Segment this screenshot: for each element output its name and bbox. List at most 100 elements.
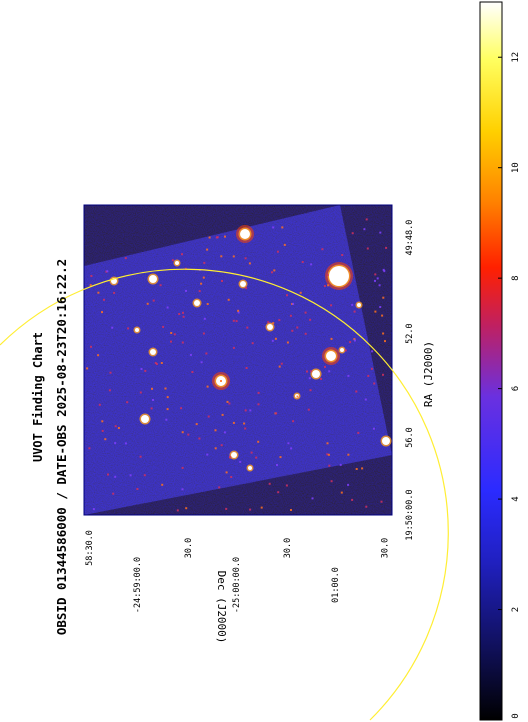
noise-pixel xyxy=(351,498,354,501)
noise-pixel xyxy=(97,291,100,294)
noise-pixel xyxy=(205,352,208,355)
noise-pixel xyxy=(206,248,209,251)
noise-pixel xyxy=(299,291,302,294)
noise-pixel xyxy=(260,506,263,509)
noise-pixel xyxy=(310,370,313,373)
noise-pixel xyxy=(275,412,278,415)
noise-pixel xyxy=(181,253,183,256)
noise-pixel xyxy=(347,453,350,456)
noise-pixel xyxy=(101,429,104,432)
noise-pixel xyxy=(182,311,184,314)
noise-pixel xyxy=(326,274,329,276)
noise-pixel xyxy=(378,284,381,287)
noise-pixel xyxy=(370,367,373,370)
region-circle xyxy=(0,268,449,721)
star xyxy=(267,324,273,330)
noise-pixel xyxy=(257,440,260,443)
colorbar-tick-label: 10 xyxy=(511,162,521,173)
noise-pixel xyxy=(178,313,181,315)
noise-pixel xyxy=(108,389,111,392)
noise-pixel xyxy=(326,442,329,445)
noise-pixel xyxy=(374,310,377,313)
dec-tick-label: -24:59:00.0 xyxy=(133,557,143,613)
star xyxy=(326,351,336,361)
noise-pixel xyxy=(103,298,105,301)
noise-pixel xyxy=(106,270,109,273)
noise-pixel xyxy=(373,382,376,385)
noise-pixel xyxy=(198,290,201,293)
noise-pixel xyxy=(326,453,329,456)
noise-pixel xyxy=(107,473,109,476)
noise-pixel xyxy=(277,491,280,494)
noise-pixel xyxy=(374,279,376,282)
noise-pixel xyxy=(166,396,169,399)
noise-pixel xyxy=(114,425,117,428)
star xyxy=(340,348,344,352)
noise-pixel xyxy=(220,380,222,382)
noise-pixel xyxy=(225,471,228,474)
noise-pixel xyxy=(330,337,333,340)
y-axis-label: Dec (J2000) xyxy=(215,571,228,644)
star xyxy=(135,328,139,332)
noise-pixel xyxy=(206,385,209,388)
noise-pixel xyxy=(349,341,352,344)
noise-pixel xyxy=(166,408,169,411)
noise-pixel xyxy=(310,263,313,266)
noise-pixel xyxy=(232,319,235,322)
noise-pixel xyxy=(162,325,165,328)
colorbar-ticks: 0 2 4 6 8 10 12 xyxy=(498,52,521,721)
star xyxy=(357,303,361,307)
noise-pixel xyxy=(198,437,201,440)
star xyxy=(231,452,237,458)
noise-pixel xyxy=(271,271,273,274)
noise-pixel xyxy=(365,505,368,508)
noise-pixel xyxy=(232,346,235,349)
noise-pixel xyxy=(327,284,330,287)
noise-pixel xyxy=(170,332,173,334)
noise-pixel xyxy=(251,342,254,345)
star xyxy=(312,370,320,378)
noise-pixel xyxy=(354,339,356,342)
noise-pixel xyxy=(237,309,240,312)
noise-pixel xyxy=(97,354,100,357)
colorbar-tick-label: 8 xyxy=(511,275,521,280)
noise-pixel xyxy=(245,367,248,369)
noise-pixel xyxy=(341,254,344,256)
noise-pixel xyxy=(296,395,299,398)
noise-pixel xyxy=(289,314,292,317)
noise-pixel xyxy=(296,326,299,329)
noise-pixel xyxy=(309,389,312,392)
noise-pixel xyxy=(287,442,290,445)
noise-pixel xyxy=(382,268,385,271)
colorbar-tick-label: 12 xyxy=(511,52,521,63)
star xyxy=(149,275,157,283)
noise-pixel xyxy=(207,415,210,418)
noise-pixel xyxy=(364,398,367,401)
noise-pixel xyxy=(245,287,248,290)
noise-pixel xyxy=(227,298,230,301)
noise-pixel xyxy=(272,226,275,229)
noise-pixel xyxy=(279,456,282,459)
noise-pixel xyxy=(187,433,190,436)
noise-pixel xyxy=(271,339,274,342)
noise-pixel xyxy=(202,332,205,335)
dec-tick-label: 01:00.0 xyxy=(331,567,341,603)
noise-pixel xyxy=(307,408,310,411)
noise-pixel xyxy=(114,442,117,445)
noise-pixel xyxy=(112,492,115,495)
noise-pixel xyxy=(304,332,307,335)
noise-pixel xyxy=(101,311,103,314)
noise-pixel xyxy=(257,403,260,406)
noise-pixel xyxy=(221,413,224,416)
noise-pixel xyxy=(159,284,162,287)
noise-pixel xyxy=(181,488,184,491)
noise-pixel xyxy=(374,273,377,276)
noise-pixel xyxy=(267,321,270,324)
noise-pixel xyxy=(379,306,382,308)
noise-pixel xyxy=(351,303,354,306)
dec-tick-label: -25:00:00.0 xyxy=(232,557,242,613)
noise-pixel xyxy=(165,418,168,421)
star xyxy=(175,261,179,265)
noise-pixel xyxy=(144,369,147,372)
